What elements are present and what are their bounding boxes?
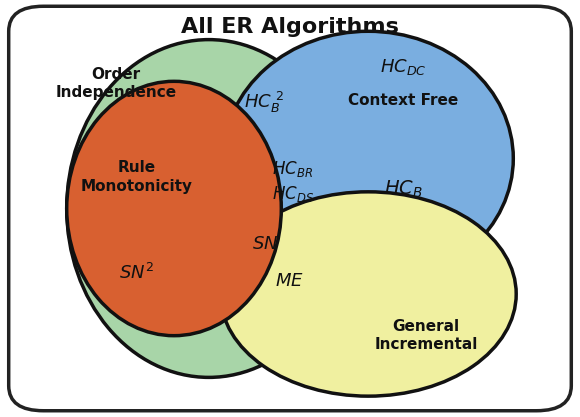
Ellipse shape xyxy=(223,31,513,286)
Text: $SN$: $SN$ xyxy=(252,235,279,253)
Ellipse shape xyxy=(67,40,351,377)
Ellipse shape xyxy=(220,192,516,396)
Text: $HC_{DC}$: $HC_{DC}$ xyxy=(380,57,426,77)
FancyBboxPatch shape xyxy=(9,6,571,411)
Text: $HC_{BR}$
$HC_{DS}$: $HC_{BR}$ $HC_{DS}$ xyxy=(272,159,314,203)
Text: Context Free: Context Free xyxy=(348,93,458,108)
Text: $HC_B^{\ 2}$: $HC_B^{\ 2}$ xyxy=(244,90,284,115)
Text: $HC_B$: $HC_B$ xyxy=(384,179,422,201)
Text: Rule
Monotonicity: Rule Monotonicity xyxy=(80,161,193,194)
Text: Order
Independence: Order Independence xyxy=(56,67,176,100)
Text: $ME$: $ME$ xyxy=(275,272,304,291)
Text: $SN^2$: $SN^2$ xyxy=(119,263,154,283)
Text: All ER Algorithms: All ER Algorithms xyxy=(181,17,399,37)
Text: General
Incremental: General Incremental xyxy=(375,319,478,352)
Ellipse shape xyxy=(67,81,281,336)
